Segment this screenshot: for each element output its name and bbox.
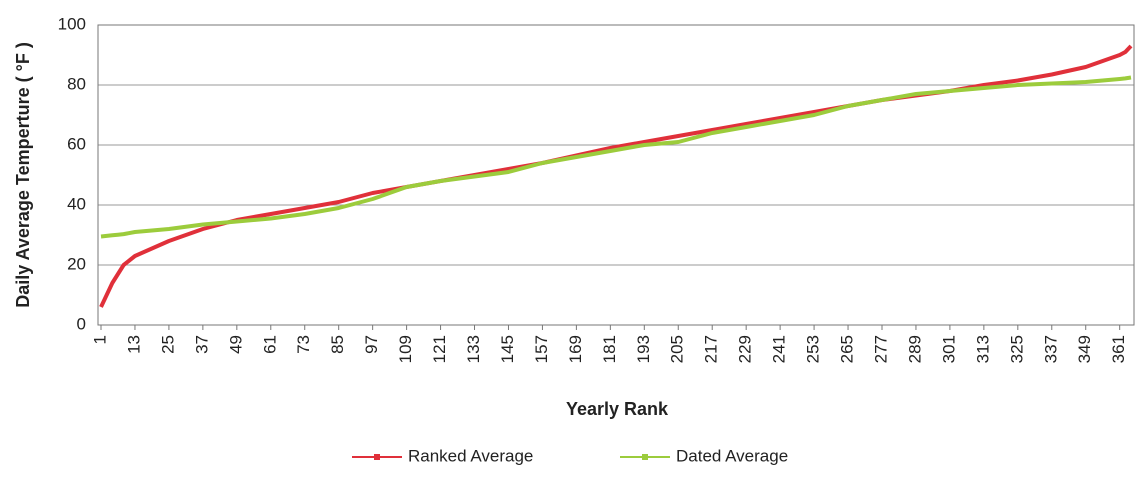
x-tick-label: 277	[871, 335, 890, 363]
y-tick-label: 100	[58, 14, 86, 33]
x-tick-label: 217	[702, 335, 721, 363]
series-line	[100, 75, 1132, 239]
x-tick-label: 349	[1075, 335, 1094, 363]
x-tick-label: 73	[294, 335, 313, 354]
x-tick-label: 49	[226, 335, 245, 354]
x-tick-label: 289	[905, 335, 924, 363]
x-tick-label: 85	[328, 335, 347, 354]
x-tick-label: 361	[1109, 335, 1128, 363]
x-tick-label: 193	[634, 335, 653, 363]
x-tick-label: 337	[1041, 335, 1060, 363]
x-tick-label: 241	[770, 335, 789, 363]
x-tick-label: 169	[566, 335, 585, 363]
x-tick-label: 157	[532, 335, 551, 363]
x-tick-label: 13	[124, 335, 143, 354]
x-tick-label: 301	[939, 335, 958, 363]
legend-label: Ranked Average	[408, 446, 533, 465]
x-tick-label: 133	[464, 335, 483, 363]
legend-label: Dated Average	[676, 446, 788, 465]
x-tick-label: 61	[260, 335, 279, 354]
y-tick-label: 40	[67, 194, 86, 213]
y-tick-label: 80	[67, 74, 86, 93]
x-tick-label: 181	[600, 335, 619, 363]
legend-marker	[642, 454, 648, 460]
x-tick-label: 37	[192, 335, 211, 354]
x-tick-label: 97	[362, 335, 381, 354]
x-tick-label: 25	[158, 335, 177, 354]
x-tick-label: 145	[498, 335, 517, 363]
y-axis-title: Daily Average Temperture ( °F )	[13, 42, 33, 308]
y-tick-label: 0	[77, 314, 86, 333]
y-tick-label: 60	[67, 134, 86, 153]
x-tick-label: 109	[396, 335, 415, 363]
x-tick-label: 325	[1007, 335, 1026, 363]
series-line	[99, 44, 1133, 308]
x-axis-title: Yearly Rank	[566, 399, 669, 419]
legend-marker	[374, 454, 380, 460]
x-tick-label: 265	[838, 335, 857, 363]
x-tick-label: 205	[668, 335, 687, 363]
x-tick-label: 1	[90, 335, 109, 344]
x-tick-label: 253	[804, 335, 823, 363]
x-tick-label: 313	[973, 335, 992, 363]
plot-frame	[97, 24, 1135, 326]
x-tick-label: 229	[736, 335, 755, 363]
x-tick-label: 121	[430, 335, 449, 363]
y-tick-label: 20	[67, 254, 86, 273]
